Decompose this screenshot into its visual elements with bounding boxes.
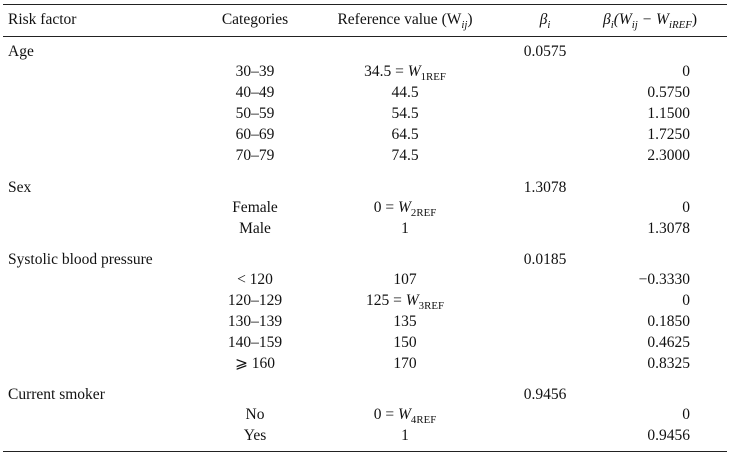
risk-factor-label: Age xyxy=(8,43,34,60)
reference-subscript: 4REF xyxy=(410,413,437,426)
header-beta: βi xyxy=(505,11,585,31)
beta-value: 0.9456 xyxy=(523,386,567,403)
header-diff-minus: − W xyxy=(637,11,669,28)
risk-factor-label: Systolic blood pressure xyxy=(8,251,153,268)
reference-value-cell: 125 = W3REF xyxy=(310,292,500,312)
beta-difference-cell: 0 xyxy=(682,406,690,423)
category-cell: 40–49 xyxy=(235,84,275,101)
category-cell: 130–139 xyxy=(227,313,283,330)
header-diff-w-sub: ij xyxy=(631,18,638,31)
reference-value-cell: 44.5 xyxy=(310,85,500,101)
header-risk-factor: Risk factor xyxy=(8,11,77,28)
reference-value-text: 107 xyxy=(393,271,417,288)
reference-value-cell: 150 xyxy=(310,335,500,351)
header-diff-ref-sub: iREF xyxy=(668,18,692,31)
beta-difference-cell: −0.3330 xyxy=(638,271,690,288)
reference-value-cell: 0 = W2REF xyxy=(310,199,500,219)
header-diff-beta: β xyxy=(602,11,611,28)
reference-value-text: 135 xyxy=(393,313,417,330)
reference-value-text: 125 = W xyxy=(366,292,419,309)
header-beta-symbol: β xyxy=(539,11,548,28)
reference-value-text: 64.5 xyxy=(391,126,419,143)
reference-value-cell: 107 xyxy=(310,272,500,288)
reference-subscript: 3REF xyxy=(418,299,444,312)
reference-value-cell: 34.5 = W1REF xyxy=(310,63,500,83)
bottom-rule xyxy=(3,451,727,452)
reference-w-symbol: W xyxy=(405,292,419,309)
header-rule xyxy=(3,36,727,37)
risk-factor-label: Current smoker xyxy=(8,386,105,403)
beta-difference-cell: 1.7250 xyxy=(647,126,690,143)
category-cell: Female xyxy=(232,199,278,216)
header-reference-sub: ij xyxy=(461,18,468,31)
reference-value-text: 1 xyxy=(401,427,409,444)
header-diff-open: (W xyxy=(613,11,632,28)
reference-w-symbol: W xyxy=(407,63,421,80)
category-cell: No xyxy=(245,406,265,423)
header-diff-beta-sub: i xyxy=(610,18,614,31)
category-cell: 120–129 xyxy=(227,292,283,309)
reference-w-symbol: W xyxy=(398,199,411,216)
header-diff-close: ) xyxy=(691,11,698,28)
category-cell: < 120 xyxy=(237,271,273,288)
category-cell: 140–159 xyxy=(227,334,283,351)
reference-value-cell: 1 xyxy=(310,428,500,444)
reference-value-cell: 1 xyxy=(310,221,500,237)
risk-factor-label: Sex xyxy=(8,179,32,196)
beta-value: 0.0575 xyxy=(523,43,567,60)
reference-value-text: 34.5 = W xyxy=(364,63,421,80)
category-cell: 60–69 xyxy=(235,126,275,143)
beta-difference-cell: 1.1500 xyxy=(647,105,690,122)
beta-difference-cell: 0 xyxy=(682,199,690,216)
beta-difference-cell: 0.4625 xyxy=(647,334,690,351)
category-cell: ⩾ 160 xyxy=(234,355,276,372)
reference-value-text: 1 xyxy=(401,220,409,237)
beta-value: 0.0185 xyxy=(523,251,567,268)
header-beta-difference: βi(Wij − WiREF) xyxy=(560,11,730,31)
beta-difference-cell: 0 xyxy=(682,292,690,309)
beta-difference-cell: 0.9456 xyxy=(647,427,690,444)
header-reference-close: ) xyxy=(467,11,473,28)
beta-difference-cell: 0.1850 xyxy=(647,313,690,330)
beta-difference-cell: 2.3000 xyxy=(647,147,690,164)
reference-value-text: 150 xyxy=(393,334,417,351)
reference-value-text: 44.5 xyxy=(391,84,419,101)
header-reference-text: Reference value (W xyxy=(337,11,462,28)
reference-value-cell: 74.5 xyxy=(310,148,500,164)
beta-difference-cell: 1.3078 xyxy=(647,220,690,237)
header-beta-sub: i xyxy=(547,18,551,31)
reference-value-text: 0 = W xyxy=(373,199,411,216)
reference-value-cell: 135 xyxy=(310,314,500,330)
category-cell: 50–59 xyxy=(235,105,275,122)
reference-value-cell: 170 xyxy=(310,356,500,372)
reference-value-text: 54.5 xyxy=(391,105,419,122)
beta-value: 1.3078 xyxy=(523,179,567,196)
reference-w-symbol: W xyxy=(398,406,411,423)
category-cell: 70–79 xyxy=(235,147,275,164)
reference-value-text: 170 xyxy=(393,355,417,372)
reference-value-cell: 54.5 xyxy=(310,106,500,122)
header-categories: Categories xyxy=(221,11,289,28)
beta-difference-cell: 0.8325 xyxy=(647,355,690,372)
category-cell: Yes xyxy=(243,427,267,444)
beta-difference-cell: 0.5750 xyxy=(647,84,690,101)
reference-value-text: 0 = W xyxy=(373,406,411,423)
reference-subscript: 2REF xyxy=(410,206,437,219)
reference-subscript: 1REF xyxy=(420,70,446,83)
header-reference-value: Reference value (Wij) xyxy=(310,11,500,31)
category-cell: Male xyxy=(239,220,271,237)
reference-value-cell: 64.5 xyxy=(310,127,500,143)
reference-value-cell: 0 = W4REF xyxy=(310,406,500,426)
category-cell: 30–39 xyxy=(235,63,275,80)
reference-value-text: 74.5 xyxy=(391,147,419,164)
beta-difference-cell: 0 xyxy=(682,63,690,80)
top-rule xyxy=(3,4,727,5)
